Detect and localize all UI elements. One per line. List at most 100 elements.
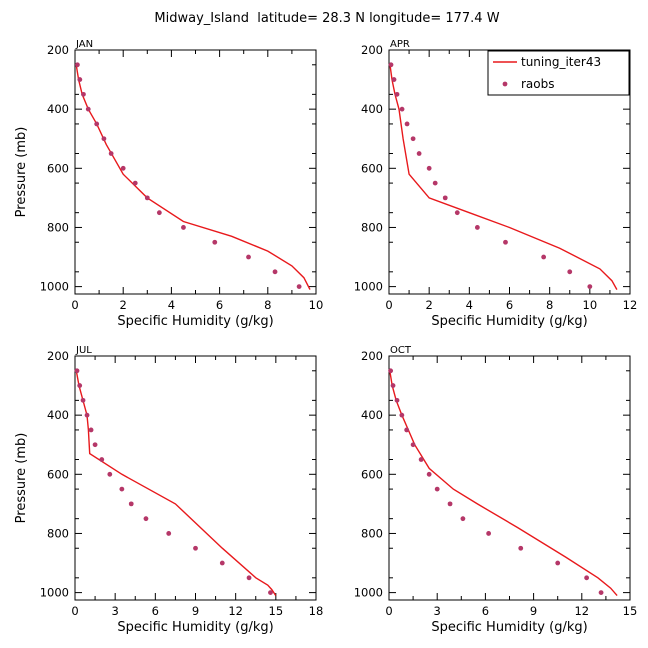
obs-point xyxy=(77,77,83,82)
obs-point xyxy=(416,151,422,156)
y-axis-title: Pressure (mb) xyxy=(14,127,29,218)
x-tick-label: 9 xyxy=(530,604,537,618)
obs-point xyxy=(486,531,492,536)
panel-apr: 0 2 4 6 8 10 12 200 400 600 800 1000 APR Specific Hum… xyxy=(354,39,638,329)
x-axis-title: Specific Humidity (g/kg) xyxy=(117,620,273,635)
model-line-oct xyxy=(389,370,618,597)
obs-point xyxy=(555,560,561,566)
obs-point xyxy=(388,368,394,374)
panel-jul: 0 3 6 9 12 15 18 200 400 600 800 1000 JUL Specific Hu… xyxy=(14,345,323,635)
panel-jan: 0 2 4 6 8 10 200 400 600 800 1000 JAN Specific Humid… xyxy=(14,39,323,329)
obs-point xyxy=(80,397,86,403)
x-tick-label: 3 xyxy=(112,604,119,618)
obs-point xyxy=(181,225,186,230)
panel-label: JAN xyxy=(75,39,93,50)
obs-point xyxy=(442,195,448,201)
obs-point xyxy=(541,254,547,260)
y-tick-label: 400 xyxy=(47,408,69,422)
y-tick-label: 1000 xyxy=(40,586,69,600)
obs-point xyxy=(119,486,125,492)
panel-label: APR xyxy=(390,39,410,50)
obs-point xyxy=(108,151,114,156)
x-tick-label: 3 xyxy=(434,604,441,618)
obs-point xyxy=(246,254,251,260)
obs-point xyxy=(268,590,273,596)
x-tick-label: 12 xyxy=(623,298,638,312)
obs-point xyxy=(404,427,410,433)
obs-point xyxy=(75,62,80,68)
plot-frame xyxy=(388,355,631,601)
obs-point xyxy=(418,457,424,462)
obs-point xyxy=(84,412,90,418)
obs-point xyxy=(410,136,416,142)
legend-box xyxy=(487,50,630,96)
x-tick-label: 4 xyxy=(466,298,473,312)
y-tick-label: 200 xyxy=(361,349,383,363)
obs-point xyxy=(193,545,198,551)
obs-point xyxy=(94,121,100,127)
obs-point xyxy=(132,180,138,186)
x-tick-label: 8 xyxy=(264,298,271,312)
obs-point xyxy=(394,91,400,97)
y-tick-label: 600 xyxy=(47,467,69,481)
y-tick-label: 600 xyxy=(361,161,383,175)
x-tick-label: 2 xyxy=(426,298,433,312)
obs-point xyxy=(85,106,91,112)
obs-point xyxy=(587,284,593,290)
x-tick-label: 0 xyxy=(71,298,78,312)
x-tick-label: 0 xyxy=(71,604,78,618)
x-tick-label: 6 xyxy=(506,298,513,312)
obs-point xyxy=(394,397,400,403)
y-tick-label: 800 xyxy=(361,220,383,234)
x-tick-label: 2 xyxy=(120,298,127,312)
x-tick-label: 6 xyxy=(152,604,159,618)
x-tick-label: 6 xyxy=(216,298,223,312)
panel-label: JUL xyxy=(75,345,92,356)
x-tick-label: 12 xyxy=(228,604,243,618)
plot-frame xyxy=(74,49,317,295)
obs-point xyxy=(92,442,98,448)
x-tick-label: 10 xyxy=(583,298,598,312)
x-axis-title: Specific Humidity (g/kg) xyxy=(117,314,273,329)
y-tick-label: 600 xyxy=(47,161,69,175)
obs-point xyxy=(390,383,396,388)
x-axis-title: Specific Humidity (g/kg) xyxy=(431,314,587,329)
x-tick-label: 10 xyxy=(309,298,324,312)
obs-point xyxy=(144,195,150,201)
plot-frame xyxy=(74,355,317,601)
y-tick-label: 1000 xyxy=(354,586,383,600)
obs-point xyxy=(246,575,252,581)
obs-point xyxy=(212,239,218,245)
model-line-jan xyxy=(75,64,311,290)
y-tick-label: 600 xyxy=(361,467,383,481)
obs-point xyxy=(101,136,107,142)
obs-point xyxy=(88,427,94,433)
obs-point xyxy=(426,165,432,171)
y-tick-label: 400 xyxy=(361,102,383,116)
y-tick-label: 1000 xyxy=(40,280,69,294)
y-tick-label: 400 xyxy=(47,102,69,116)
obs-point xyxy=(474,225,480,230)
obs-point xyxy=(454,210,460,216)
y-tick-label: 200 xyxy=(47,43,69,57)
obs-point xyxy=(503,239,508,245)
obs-point xyxy=(120,165,126,171)
obs-point xyxy=(81,91,86,97)
y-tick-label: 400 xyxy=(361,408,383,422)
x-tick-label: 18 xyxy=(309,604,324,618)
panel-oct: 0 3 6 9 12 15 200 400 600 800 1000 OCT Specific Humi… xyxy=(354,345,638,635)
obs-point xyxy=(399,412,405,418)
obs-point xyxy=(518,545,524,551)
obs-point xyxy=(99,457,105,462)
x-tick-label: 0 xyxy=(385,298,392,312)
legend-obs-label: raobs xyxy=(521,77,555,91)
obs-point xyxy=(391,77,397,82)
x-tick-label: 6 xyxy=(482,604,489,618)
y-axis-title: Pressure (mb) xyxy=(14,433,29,524)
obs-point xyxy=(143,516,149,522)
y-tick-label: 200 xyxy=(361,43,383,57)
obs-point xyxy=(272,269,278,275)
y-tick-label: 800 xyxy=(47,526,69,540)
